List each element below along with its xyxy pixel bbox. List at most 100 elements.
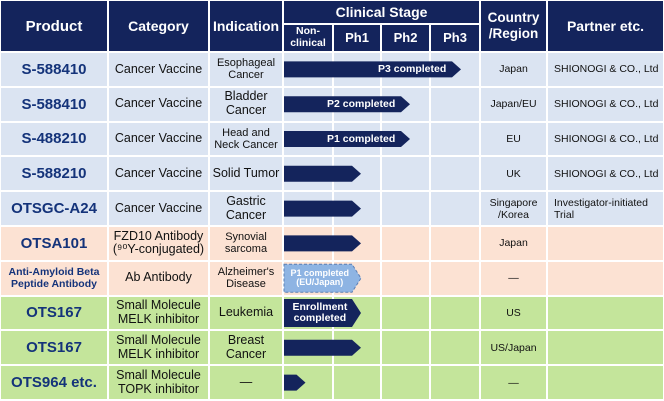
product-name: Anti-Amyloid Beta Peptide Antibody: [0, 260, 108, 296]
stage-cell: [381, 330, 430, 366]
stage-cell: [283, 365, 333, 400]
indication: Leukemia: [209, 295, 283, 331]
header-partner: Partner etc.: [547, 0, 664, 52]
product-name: OTSA101: [0, 226, 108, 261]
country: Japan: [480, 226, 547, 261]
stage-cell: [381, 156, 430, 192]
header-stage-ph2-text: Ph2: [393, 29, 418, 45]
partner: [547, 330, 664, 366]
country: EU: [480, 121, 547, 157]
country-text: UK: [506, 167, 521, 180]
header-stage-ph3-text: Ph3: [443, 29, 467, 45]
header-stage-nonclinical-text: Non- clinical: [290, 25, 326, 49]
product-name-text: OTSA101: [20, 234, 88, 252]
indication-text: Solid Tumor: [212, 165, 280, 180]
indication: Solid Tumor: [209, 156, 283, 192]
stage-cell: [283, 86, 333, 122]
category: Cancer Vaccine: [108, 191, 209, 226]
stage-cell: [430, 260, 480, 296]
product-name-text: OTSGC-A24: [11, 200, 97, 218]
country-text: US/Japan: [490, 341, 537, 354]
category: Small Molecule MELK inhibitor: [108, 295, 209, 331]
stage-cell: [283, 52, 333, 87]
category-text: Cancer Vaccine: [114, 200, 203, 215]
stage-cell: [430, 295, 480, 331]
product-name-text: Anti-Amyloid Beta Peptide Antibody: [8, 266, 100, 291]
stage-cell: [381, 226, 430, 261]
header-indication-text: Indication: [212, 18, 280, 34]
partner-text: SHIONOGI & CO., Ltd: [554, 63, 659, 76]
partner: SHIONOGI & CO., Ltd: [547, 86, 664, 122]
partner: SHIONOGI & CO., Ltd: [547, 52, 664, 87]
header-stage-ph1: Ph1: [333, 24, 381, 52]
country: —: [480, 260, 547, 296]
indication: Breast Cancer: [209, 330, 283, 366]
indication: Gastric Cancer: [209, 191, 283, 226]
country: —: [480, 365, 547, 400]
indication-text: Head and Neck Cancer: [214, 126, 278, 151]
stage-cell: [333, 226, 381, 261]
stage-cell: [333, 365, 381, 400]
indication: Alzheimer's Disease: [209, 260, 283, 296]
stage-bar-label: P1 completed: [327, 132, 396, 145]
product-name: OTS167: [0, 295, 108, 331]
indication-text: Breast Cancer: [225, 333, 267, 361]
indication: —: [209, 365, 283, 400]
category-text: FZD10 Antibody (⁹⁰Y-conjugated): [112, 228, 205, 257]
country: Japan/EU: [480, 86, 547, 122]
header-stage-nonclinical: Non- clinical: [283, 24, 333, 52]
stage-cell: [381, 295, 430, 331]
country: US/Japan: [480, 330, 547, 366]
product-name-text: S-588210: [21, 165, 87, 183]
stage-cell: [430, 226, 480, 261]
indication-text: Alzheimer's Disease: [217, 266, 275, 291]
stage-cell: [381, 260, 430, 296]
stage-bar-label: P1 completed (EU/Japan): [290, 267, 350, 288]
header-country-text: Country /Region: [487, 10, 540, 41]
indication: Synovial sarcoma: [209, 226, 283, 261]
header-stage-ph2: Ph2: [381, 24, 430, 52]
indication-text: Leukemia: [218, 305, 274, 320]
stage-cell: [430, 156, 480, 192]
partner: [547, 295, 664, 331]
stage-cell: [333, 52, 381, 87]
header-clinical-stage-text: Clinical Stage: [335, 4, 428, 20]
partner: [547, 226, 664, 261]
product-name: S-588210: [0, 156, 108, 192]
category-text: Cancer Vaccine: [114, 165, 203, 180]
header-partner-text: Partner etc.: [566, 18, 645, 34]
header-country: Country /Region: [480, 0, 547, 52]
partner-text: SHIONOGI & CO., Ltd: [554, 98, 659, 111]
header-clinical-stage: Clinical Stage: [283, 0, 480, 24]
stage-cell: [430, 191, 480, 226]
partner: Investigator-initiated Trial: [547, 191, 664, 226]
partner-text: SHIONOGI & CO., Ltd: [554, 132, 659, 145]
product-name: S-588410: [0, 52, 108, 87]
stage-cell: [333, 191, 381, 226]
indication-text: Esophageal Cancer: [216, 57, 276, 82]
header-product: Product: [0, 0, 108, 52]
category: Cancer Vaccine: [108, 156, 209, 192]
country: UK: [480, 156, 547, 192]
indication-text: Synovial sarcoma: [224, 231, 268, 256]
category: Small Molecule TOPK inhibitor: [108, 365, 209, 400]
indication-text: Gastric Cancer: [225, 193, 267, 222]
partner: [547, 260, 664, 296]
stage-cell: [283, 121, 333, 157]
stage-bar-label: Enrollment completed: [292, 301, 348, 325]
country-text: Japan: [499, 237, 528, 250]
country-text: —: [508, 376, 519, 389]
product-name-text: S-488210: [21, 130, 87, 148]
stage-bar-label: P2 completed: [327, 97, 396, 110]
stage-cell: [283, 226, 333, 261]
header-category: Category: [108, 0, 209, 52]
stage-cell: [283, 191, 333, 226]
indication: Head and Neck Cancer: [209, 121, 283, 157]
country-text: Singapore /Korea: [489, 196, 538, 221]
stage-cell: [430, 121, 480, 157]
product-name-text: OTS167: [26, 304, 82, 322]
product-name: OTS167: [0, 330, 108, 366]
partner-text: SHIONOGI & CO., Ltd: [554, 167, 659, 180]
country-text: Japan: [499, 63, 528, 76]
